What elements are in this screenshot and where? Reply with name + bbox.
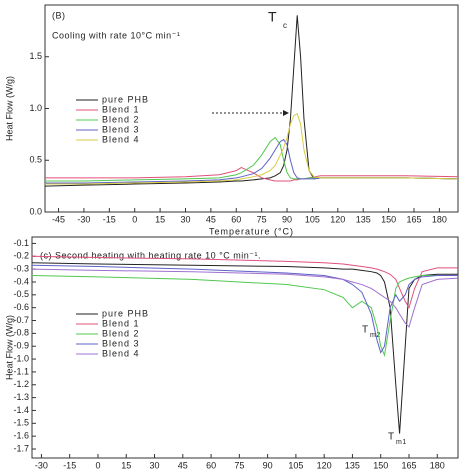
y-tick-label: -0.3 xyxy=(13,263,29,273)
x-tick-label: 30 xyxy=(180,214,190,224)
x-tick-label: 75 xyxy=(234,460,244,470)
x-tick-label: 15 xyxy=(121,460,131,470)
x-axis-label: Temperature (°C) xyxy=(202,472,287,474)
line-series xyxy=(45,136,459,182)
legend-label: Blend 3 xyxy=(102,338,140,348)
y-tick-label: 1.5 xyxy=(29,51,42,61)
y-tick-label: -0.4 xyxy=(13,276,29,286)
annotation: Cooling with rate 10°C min⁻¹ xyxy=(52,30,180,40)
annotation: (c) Second heating with heating rate 10 … xyxy=(40,250,261,260)
x-tick-label: 120 xyxy=(330,214,345,224)
x-tick-label: 30 xyxy=(150,460,160,470)
y-tick-label: -0.9 xyxy=(13,341,29,351)
y-tick-label: -1.4 xyxy=(13,405,29,415)
x-tick-label: 60 xyxy=(231,214,241,224)
x-tick-label: 105 xyxy=(305,214,320,224)
x-tick-label: 60 xyxy=(206,460,216,470)
annotation: T xyxy=(268,9,277,25)
legend-label: Blend 4 xyxy=(102,348,140,358)
legend-label: Blend 2 xyxy=(102,114,140,124)
x-tick-label: 165 xyxy=(406,214,421,224)
x-tick-label: 180 xyxy=(432,214,447,224)
y-tick-label: -1.0 xyxy=(13,353,29,363)
line-series xyxy=(31,264,458,354)
legend-label: pure PHB xyxy=(102,308,149,318)
line-series xyxy=(31,262,458,434)
legend-label: Blend 1 xyxy=(102,104,140,114)
y-tick-label: -0.5 xyxy=(13,289,29,299)
x-tick-label: 0 xyxy=(95,460,100,470)
y-axis-label: Heat Flow (W/g) xyxy=(4,315,14,380)
x-axis-label: Temperature (°C) xyxy=(209,226,294,236)
annotation: m1 xyxy=(396,439,407,446)
y-tick-label: -0.6 xyxy=(13,302,29,312)
x-tick-label: 135 xyxy=(345,460,360,470)
line-series xyxy=(31,268,459,328)
y-tick-label: 0.5 xyxy=(29,155,42,165)
y-tick-label: -0.1 xyxy=(13,238,29,248)
x-tick-label: 90 xyxy=(263,460,273,470)
x-tick-label: 120 xyxy=(317,460,332,470)
y-tick-label: -0.7 xyxy=(13,315,29,325)
line-series xyxy=(45,138,459,184)
legend-label: Blend 3 xyxy=(102,124,140,134)
x-tick-label: 180 xyxy=(430,460,445,470)
legend-label: Blend 2 xyxy=(102,328,140,338)
x-tick-label: 0 xyxy=(132,214,137,224)
x-tick-label: 75 xyxy=(257,214,267,224)
annotation: c xyxy=(283,21,288,30)
legend-label: Blend 1 xyxy=(102,318,140,328)
x-tick-label: -30 xyxy=(77,214,90,224)
plot-frame xyxy=(31,236,459,459)
x-tick-label: -45 xyxy=(52,214,65,224)
x-tick-label: 15 xyxy=(155,214,165,224)
x-tick-label: 150 xyxy=(381,214,396,224)
y-tick-label: -1.1 xyxy=(13,366,29,376)
y-tick-label: -1.6 xyxy=(13,431,29,441)
legend-label: Blend 4 xyxy=(102,134,140,144)
annotation: T xyxy=(388,432,395,443)
x-tick-label: -30 xyxy=(35,460,48,470)
y-tick-label: -0.8 xyxy=(13,328,29,338)
line-series xyxy=(45,112,459,185)
annotation: m2 xyxy=(370,332,381,339)
x-tick-label: 45 xyxy=(178,460,188,470)
x-tick-label: -15 xyxy=(63,460,76,470)
x-tick-label: 45 xyxy=(206,214,216,224)
y-tick-label: -1.2 xyxy=(13,379,29,389)
line-series xyxy=(31,255,458,309)
x-tick-label: 105 xyxy=(288,460,303,470)
y-tick-label: 1.0 xyxy=(29,103,42,113)
x-tick-label: 165 xyxy=(401,460,416,470)
x-tick-label: 150 xyxy=(373,460,388,470)
annotation: (B) xyxy=(52,10,66,20)
x-tick-label: 90 xyxy=(282,214,292,224)
y-tick-label: -1.7 xyxy=(13,443,29,453)
y-tick-label: 0.0 xyxy=(29,206,42,216)
y-tick-label: -1.5 xyxy=(13,418,29,428)
x-tick-label: 135 xyxy=(356,214,371,224)
annotation: T xyxy=(362,325,369,336)
y-tick-label: -0.2 xyxy=(13,251,29,261)
line-series xyxy=(31,275,458,358)
y-tick-label: -1.3 xyxy=(13,392,29,402)
x-tick-label: -15 xyxy=(103,214,116,224)
y-axis-label: Heat Flow (W/g) xyxy=(4,76,14,141)
legend-label: pure PHB xyxy=(102,94,149,104)
